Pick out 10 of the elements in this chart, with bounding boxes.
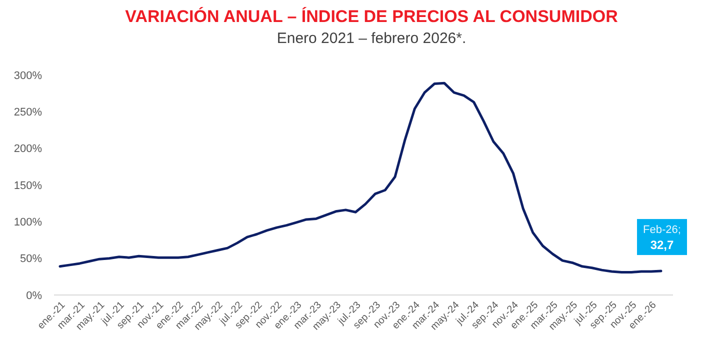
y-tick-label: 50% [20,253,42,266]
y-tick-label: 100% [14,216,42,229]
y-tick-label: 200% [14,143,42,156]
y-tick-label: 250% [14,106,42,119]
chart-subtitle: Enero 2021 – febrero 2026*. [276,30,466,47]
y-tick-label: 150% [14,180,42,192]
y-tick-label: 300% [14,70,42,82]
annotation: Feb-26; 32,7 [643,224,681,252]
y-tick-label: 0% [26,290,42,302]
chart-title: VARIACIÓN ANUAL – ÍNDICE DE PRECIOS AL CONSUMIDOR [125,6,618,26]
